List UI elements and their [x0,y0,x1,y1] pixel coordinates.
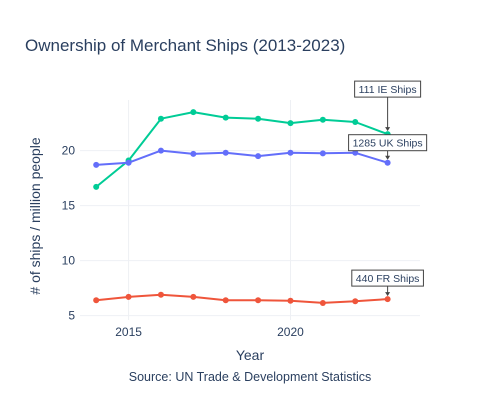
annotation: 1285 UK Ships [348,134,428,160]
annotation-text: 440 FR Ships [356,273,420,285]
series-line [96,149,388,166]
data-point[interactable] [384,296,391,303]
data-point[interactable] [157,291,164,298]
data-point[interactable] [319,299,326,306]
annotation-text: 1285 UK Ships [353,138,423,150]
data-point[interactable] [157,147,164,154]
series-3 [93,291,391,306]
annotation-text: 111 IE Ships [359,84,417,96]
data-point[interactable] [287,149,294,156]
annotation: 440 FR Ships [351,269,424,297]
data-point[interactable] [93,297,100,304]
source-note: Source: UN Trade & Development Statistic… [129,370,371,384]
data-point[interactable] [222,297,229,304]
data-point[interactable] [255,297,262,304]
data-point[interactable] [319,116,326,123]
series-line [96,293,388,304]
data-point[interactable] [352,149,359,156]
tick-layer: 5 10 15 20 2015 2020 [62,144,305,339]
series-layer [93,109,391,306]
data-point[interactable] [125,159,132,166]
data-point[interactable] [157,115,164,122]
data-point[interactable] [319,150,326,157]
data-point[interactable] [255,115,262,122]
x-tick-label: 2015 [115,325,142,339]
series-2 [93,147,391,168]
series-line [95,111,388,188]
annotation-arrowhead [385,155,391,160]
annotation-layer: 111 IE Ships 1285 UK Ships 440 FR Ships [348,80,428,297]
data-point[interactable] [255,153,262,160]
x-axis-label: Year [236,347,265,363]
data-point[interactable] [125,293,132,300]
data-point[interactable] [190,293,197,300]
data-point[interactable] [384,159,391,166]
data-point[interactable] [190,150,197,157]
data-point[interactable] [222,149,229,156]
data-point[interactable] [190,109,197,116]
chart-title: Ownership of Merchant Ships (2013-2023) [25,36,345,55]
y-tick-label: 10 [62,254,76,268]
series-1 [93,109,391,190]
annotation-arrowhead [385,127,391,132]
data-point[interactable] [352,298,359,305]
y-axis-label: # of ships / million people [27,137,43,294]
data-point[interactable] [93,161,100,168]
y-tick-label: 20 [62,144,76,158]
data-point[interactable] [287,120,294,127]
annotation-arrowhead [385,292,391,297]
annotation: 111 IE Ships [354,80,422,132]
data-point[interactable] [287,297,294,304]
data-point[interactable] [222,114,229,121]
x-tick-label: 2020 [277,325,304,339]
data-point[interactable] [93,183,100,190]
y-tick-label: 5 [68,309,75,323]
data-point[interactable] [352,119,359,125]
y-tick-label: 15 [62,199,76,213]
